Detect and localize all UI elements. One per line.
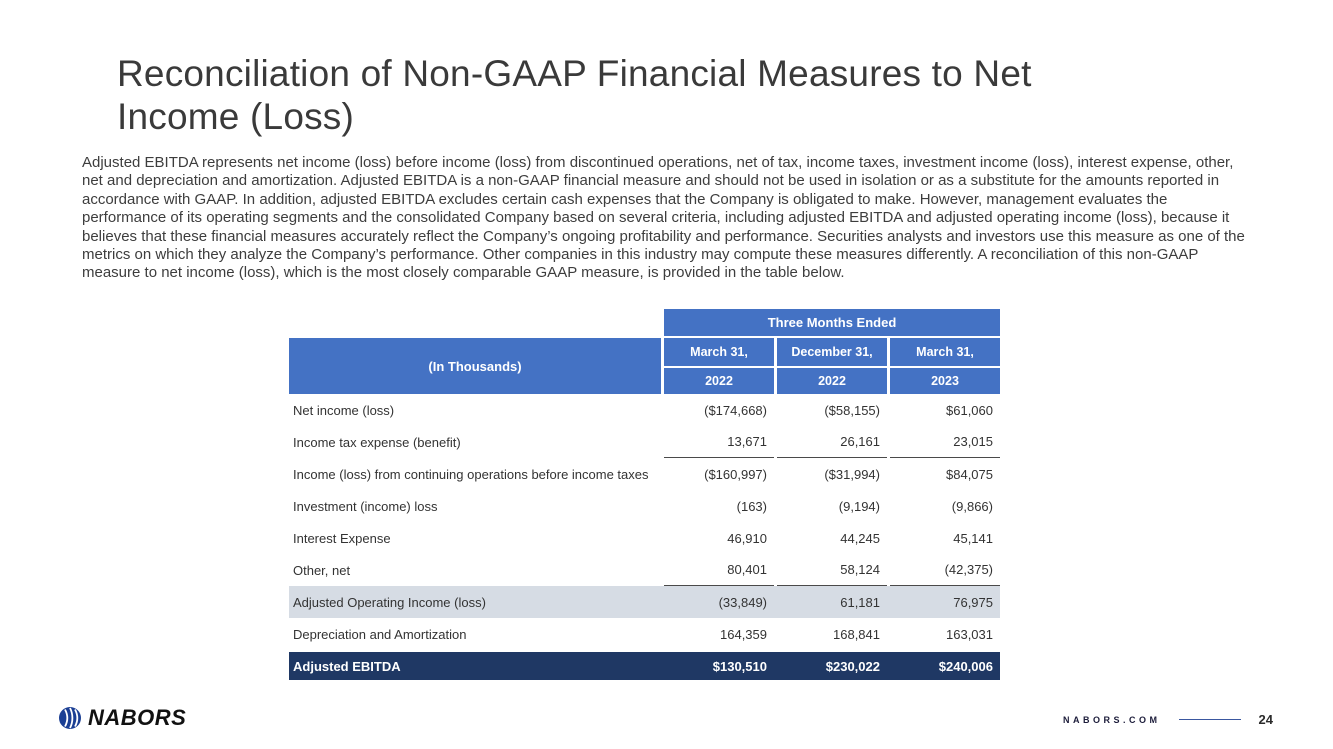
row-value: (33,849) xyxy=(718,594,767,610)
footer-website: NABORS.COM xyxy=(1063,714,1161,725)
row-value: ($174,668) xyxy=(704,402,767,418)
header-spacer xyxy=(289,309,661,336)
table-row: Depreciation and Amortization 164,359 168,… xyxy=(289,618,1000,650)
row-value: 44,245 xyxy=(840,530,880,546)
row-value: 45,141 xyxy=(953,530,993,546)
row-label: Net income (loss) xyxy=(293,402,395,418)
row-value: 164,359 xyxy=(720,626,767,642)
page-title: Reconciliation of Non-GAAP Financial Mea… xyxy=(117,53,1032,138)
row-label: Adjusted EBITDA xyxy=(293,658,401,674)
company-logo: NABORS xyxy=(58,705,186,731)
column-month-2: December 31, xyxy=(777,338,887,366)
row-value: (9,194) xyxy=(838,498,880,514)
row-value: ($58,155) xyxy=(824,402,880,418)
logo-wordmark: NABORS xyxy=(88,705,187,730)
row-value: 58,124 xyxy=(777,554,887,586)
column-year-1: 2022 xyxy=(664,368,774,394)
row-value: $240,006 xyxy=(938,658,993,674)
row-label: Investment (income) loss xyxy=(293,498,438,514)
row-value: 23,015 xyxy=(890,426,1000,458)
row-value: $61,060 xyxy=(946,402,993,418)
column-year-3: 2023 xyxy=(890,368,1000,394)
table-header: Three Months Ended (In Thousands) March … xyxy=(289,309,1000,394)
row-value: 46,910 xyxy=(727,530,767,546)
table-body: Net income (loss) ($174,668) ($58,155) $61,… xyxy=(289,394,1000,680)
reconciliation-table: Three Months Ended (In Thousands) March … xyxy=(289,309,1000,680)
row-label: Income tax expense (benefit) xyxy=(293,434,461,450)
row-value: $130,510 xyxy=(712,658,767,674)
row-value: ($160,997) xyxy=(704,466,767,482)
row-value: ($31,994) xyxy=(824,466,880,482)
row-label: Depreciation and Amortization xyxy=(293,626,467,642)
row-value: $84,075 xyxy=(946,466,993,482)
column-month-3: March 31, xyxy=(890,338,1000,366)
row-label: Adjusted Operating Income (loss) xyxy=(293,594,486,610)
body-paragraph: Adjusted EBITDA represents net income (l… xyxy=(82,154,1245,282)
column-month-1: March 31, xyxy=(664,338,774,366)
row-value: 80,401 xyxy=(664,554,774,586)
table-row: Income (loss) from continuing operations… xyxy=(289,458,1000,490)
table-banner: Three Months Ended xyxy=(664,309,1000,336)
table-row: Net income (loss) ($174,668) ($58,155) $61,… xyxy=(289,394,1000,426)
row-value: 76,975 xyxy=(953,594,993,610)
table-row: Other, net 80,401 58,124 (42,375) xyxy=(289,554,1000,586)
row-value: 163,031 xyxy=(946,626,993,642)
row-value: (42,375) xyxy=(890,554,1000,586)
row-label: Income (loss) from continuing operations… xyxy=(293,466,649,482)
row-value: 168,841 xyxy=(833,626,880,642)
row-value: 26,161 xyxy=(777,426,887,458)
column-year-2: 2022 xyxy=(777,368,887,394)
row-value: (163) xyxy=(736,498,767,514)
row-header-cell: (In Thousands) xyxy=(289,338,661,394)
footer-right: NABORS.COM 24 xyxy=(1063,712,1273,727)
table-row: Adjusted EBITDA $130,510 $230,022 $240,006 xyxy=(289,652,1000,680)
footer-divider xyxy=(1178,719,1241,720)
table-row: Investment (income) loss (163) (9,194) (9,8… xyxy=(289,490,1000,522)
table-row: Interest Expense 46,910 44,245 45,141 xyxy=(289,522,1000,554)
page-number: 24 xyxy=(1258,712,1273,727)
row-value: (9,866) xyxy=(951,498,993,514)
row-label: Other, net xyxy=(293,562,351,578)
row-value: 61,181 xyxy=(840,594,880,610)
nabors-logo-icon xyxy=(58,706,82,730)
row-label: Interest Expense xyxy=(293,530,391,546)
table-row: Income tax expense (benefit) 13,671 26,161… xyxy=(289,426,1000,458)
row-value: 13,671 xyxy=(664,426,774,458)
row-value: $230,022 xyxy=(825,658,880,674)
table-row: Adjusted Operating Income (loss) (33,849)… xyxy=(289,586,1000,618)
